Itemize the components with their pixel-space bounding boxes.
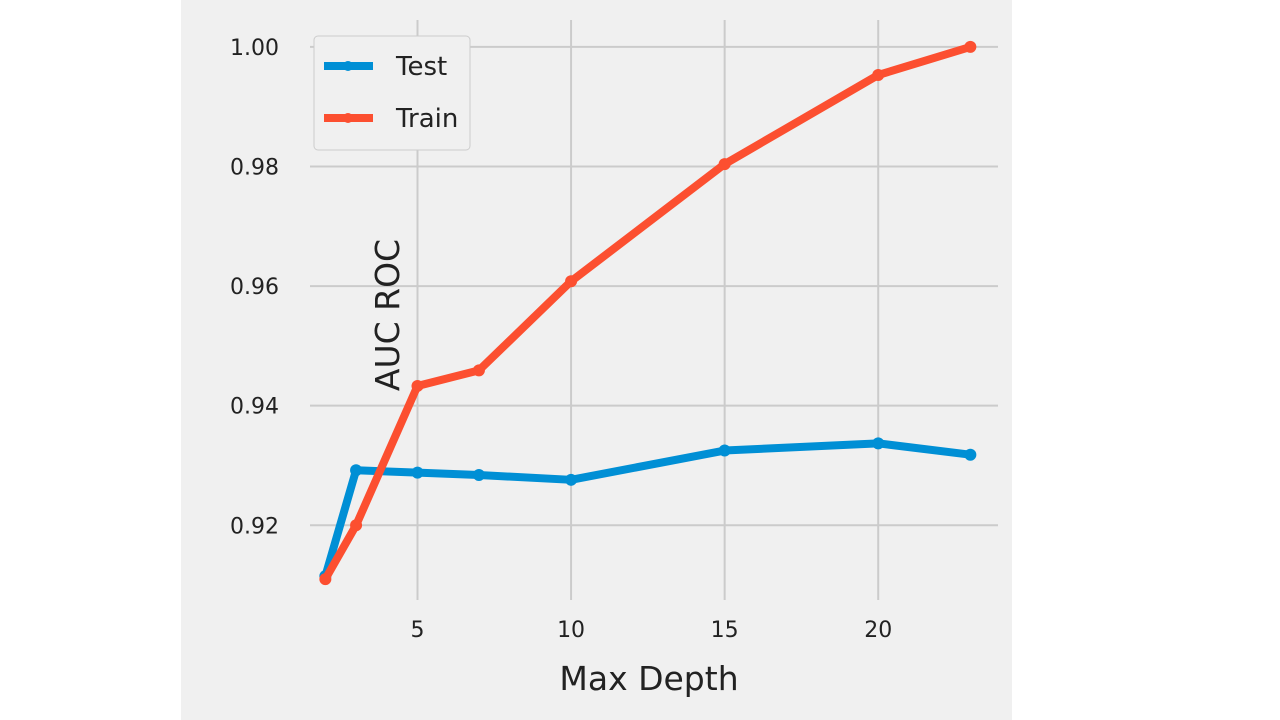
y-tick-label: 0.96 [230, 275, 279, 300]
data-point-test [964, 448, 977, 461]
series-line-train [321, 42, 975, 584]
data-point-test [872, 437, 885, 450]
data-point-test [350, 464, 363, 477]
data-point-test [411, 466, 424, 479]
chart-figure: 5 10 15 20 0.92 0.94 0.96 0.98 1.00 Max Depth AU… [181, 0, 1012, 720]
legend-label-train: Train [395, 104, 458, 134]
x-tick-label: 15 [711, 618, 739, 643]
data-point-test [718, 444, 731, 457]
legend-label-test: Test [395, 52, 447, 82]
x-tick-label: 10 [557, 618, 585, 643]
legend-marker-train [343, 113, 353, 123]
y-tick-label: 1.00 [230, 36, 279, 61]
data-point-train [872, 69, 885, 82]
grid [310, 20, 998, 600]
data-point-train [472, 364, 485, 377]
data-point-train [350, 519, 363, 532]
tick-labels: 5 10 15 20 0.92 0.94 0.96 0.98 1.00 [230, 36, 892, 643]
data-point-train [565, 275, 578, 288]
line-chart: 5 10 15 20 0.92 0.94 0.96 0.98 1.00 Max Depth AU… [230, 20, 998, 698]
legend-marker-test [343, 61, 353, 71]
series-train [319, 40, 977, 586]
legend: Test Train [313, 35, 471, 151]
y-tick-label: 0.94 [230, 395, 279, 420]
data-point-test [472, 469, 485, 482]
x-axis-label: Max Depth [559, 659, 738, 698]
data-point-test [565, 473, 578, 486]
series-layer [319, 40, 977, 586]
data-point-train [964, 40, 977, 53]
series-line-test [321, 439, 975, 581]
x-tick-label: 5 [411, 618, 425, 643]
data-point-train [411, 379, 424, 392]
y-axis-label: AUC ROC [368, 239, 407, 391]
y-tick-label: 0.98 [230, 155, 279, 180]
y-tick-label: 0.92 [230, 514, 279, 539]
data-point-train [718, 158, 731, 171]
x-tick-label: 20 [864, 618, 892, 643]
data-point-train [319, 573, 332, 586]
